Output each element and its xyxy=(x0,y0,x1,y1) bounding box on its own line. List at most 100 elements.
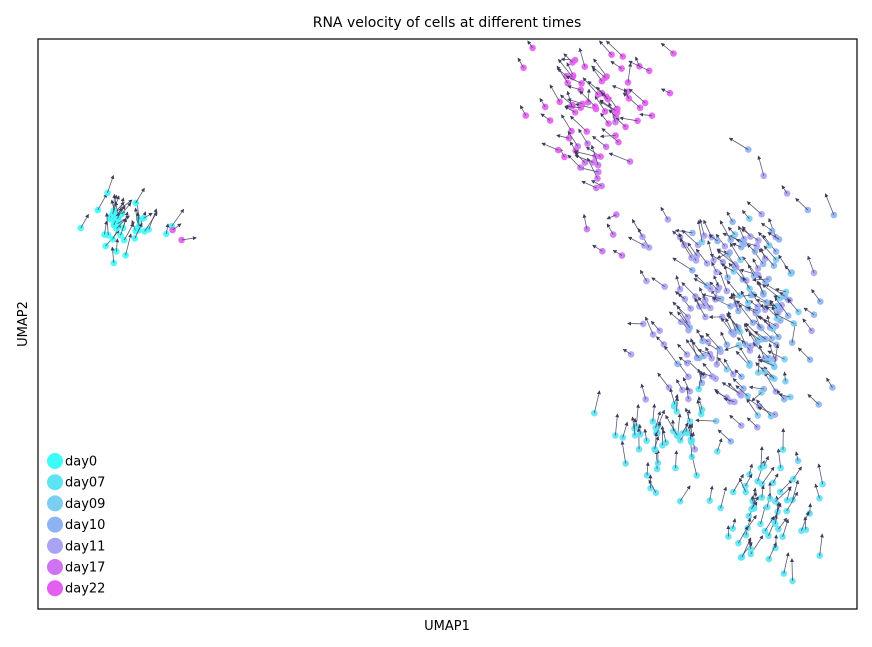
velocity-arrow xyxy=(599,134,616,139)
velocity-arrow xyxy=(734,369,742,377)
velocity-arrow xyxy=(764,515,775,532)
velocity-arrow xyxy=(760,484,765,498)
velocity-arrow xyxy=(684,407,691,422)
velocity-arrow xyxy=(558,58,573,78)
velocity-arrow xyxy=(675,275,681,290)
velocity-arrow xyxy=(592,135,607,148)
velocity-arrow xyxy=(761,466,775,485)
velocity-arrow xyxy=(720,486,728,509)
legend: day0 day07 day09 day10 day11 day17 day22 xyxy=(47,453,105,597)
velocity-arrow xyxy=(695,248,708,264)
cell-point-day11 xyxy=(713,361,721,368)
velocity-arrow xyxy=(677,311,691,328)
velocity-arrow xyxy=(807,393,819,405)
velocity-arrow xyxy=(781,185,788,194)
velocity-arrow xyxy=(121,202,132,215)
velocity-arrow xyxy=(735,385,748,397)
cell-point-day11 xyxy=(627,351,635,358)
velocity-arrow xyxy=(751,392,762,402)
velocity-arrow xyxy=(687,423,692,440)
velocity-arrow xyxy=(691,341,705,357)
velocity-arrow xyxy=(80,213,89,229)
velocity-arrow xyxy=(753,293,767,303)
cell-point-day07 xyxy=(687,436,695,443)
velocity-arrow xyxy=(768,542,777,560)
velocity-arrow xyxy=(789,558,794,581)
plot-area xyxy=(77,40,838,585)
velocity-arrow xyxy=(703,219,712,238)
cell-point-day11 xyxy=(736,390,743,397)
velocity-arrow xyxy=(581,180,597,189)
velocity-arrow xyxy=(579,90,596,107)
velocity-arrow xyxy=(772,473,779,483)
velocity-arrow xyxy=(685,386,690,400)
legend-marker-day22 xyxy=(47,580,63,597)
velocity-arrow xyxy=(732,518,737,529)
velocity-arrow xyxy=(803,516,808,530)
velocity-arrow xyxy=(698,370,704,390)
velocity-arrow xyxy=(556,134,570,139)
velocity-arrow xyxy=(594,95,606,112)
velocity-arrow xyxy=(123,222,134,241)
cell-point-day09 xyxy=(782,288,790,296)
velocity-arrow xyxy=(797,347,811,360)
velocity-arrow xyxy=(591,180,602,187)
velocity-arrow xyxy=(651,277,665,288)
velocity-arrow xyxy=(689,337,698,359)
velocity-arrow xyxy=(654,436,660,450)
velocity-arrow xyxy=(709,281,718,291)
velocity-arrow xyxy=(104,212,109,236)
cell-point-day11 xyxy=(649,331,657,338)
velocity-arrow xyxy=(711,261,717,273)
legend-label-day0: day0 xyxy=(65,455,97,470)
velocity-arrow xyxy=(134,222,143,239)
cell-point-day09 xyxy=(787,393,794,401)
velocity-arrow xyxy=(569,141,577,152)
velocity-arrow xyxy=(628,88,646,104)
velocity-arrow xyxy=(696,219,703,242)
cell-point-day09 xyxy=(773,315,781,322)
velocity-arrow xyxy=(758,231,770,246)
cell-point-day07 xyxy=(679,430,686,437)
velocity-arrow xyxy=(582,77,599,95)
velocity-arrow xyxy=(687,242,698,256)
velocity-arrow xyxy=(600,92,609,100)
velocity-arrow xyxy=(520,105,527,116)
velocity-arrow xyxy=(144,211,158,232)
velocity-arrow xyxy=(720,263,734,272)
velocity-arrow xyxy=(787,298,799,313)
velocity-arrow xyxy=(738,303,754,323)
cell-point-day11 xyxy=(685,395,692,403)
cell-point-day09 xyxy=(787,270,795,277)
velocity-arrow xyxy=(549,84,561,102)
velocity-arrow xyxy=(730,292,739,312)
velocity-arrow xyxy=(112,195,120,215)
velocity-arrow xyxy=(637,423,642,435)
velocity-arrow xyxy=(620,440,627,464)
velocity-arrow xyxy=(700,372,713,377)
legend-marker-day17 xyxy=(47,559,63,575)
velocity-arrow xyxy=(714,390,727,398)
velocity-arrow xyxy=(745,473,753,487)
velocity-arrow xyxy=(606,40,624,57)
velocity-arrow xyxy=(738,225,745,240)
velocity-arrow xyxy=(803,307,815,316)
velocity-arrow xyxy=(756,399,772,417)
velocity-arrow xyxy=(635,56,640,67)
velocity-arrow xyxy=(561,114,572,132)
cell-point-day07 xyxy=(777,464,784,472)
velocity-arrow xyxy=(541,142,559,151)
velocity-arrow xyxy=(635,403,640,427)
cell-point-day11 xyxy=(723,287,731,295)
velocity-arrow xyxy=(669,387,676,405)
velocity-arrow xyxy=(808,503,813,514)
velocity-arrow xyxy=(697,368,703,383)
legend-marker-day07 xyxy=(47,474,63,491)
velocity-arrow xyxy=(701,293,722,300)
velocity-arrow xyxy=(746,201,762,215)
velocity-arrow xyxy=(727,226,736,235)
legend-marker-day09 xyxy=(47,495,63,512)
velocity-arrow xyxy=(759,446,764,468)
velocity-arrow xyxy=(739,346,750,364)
